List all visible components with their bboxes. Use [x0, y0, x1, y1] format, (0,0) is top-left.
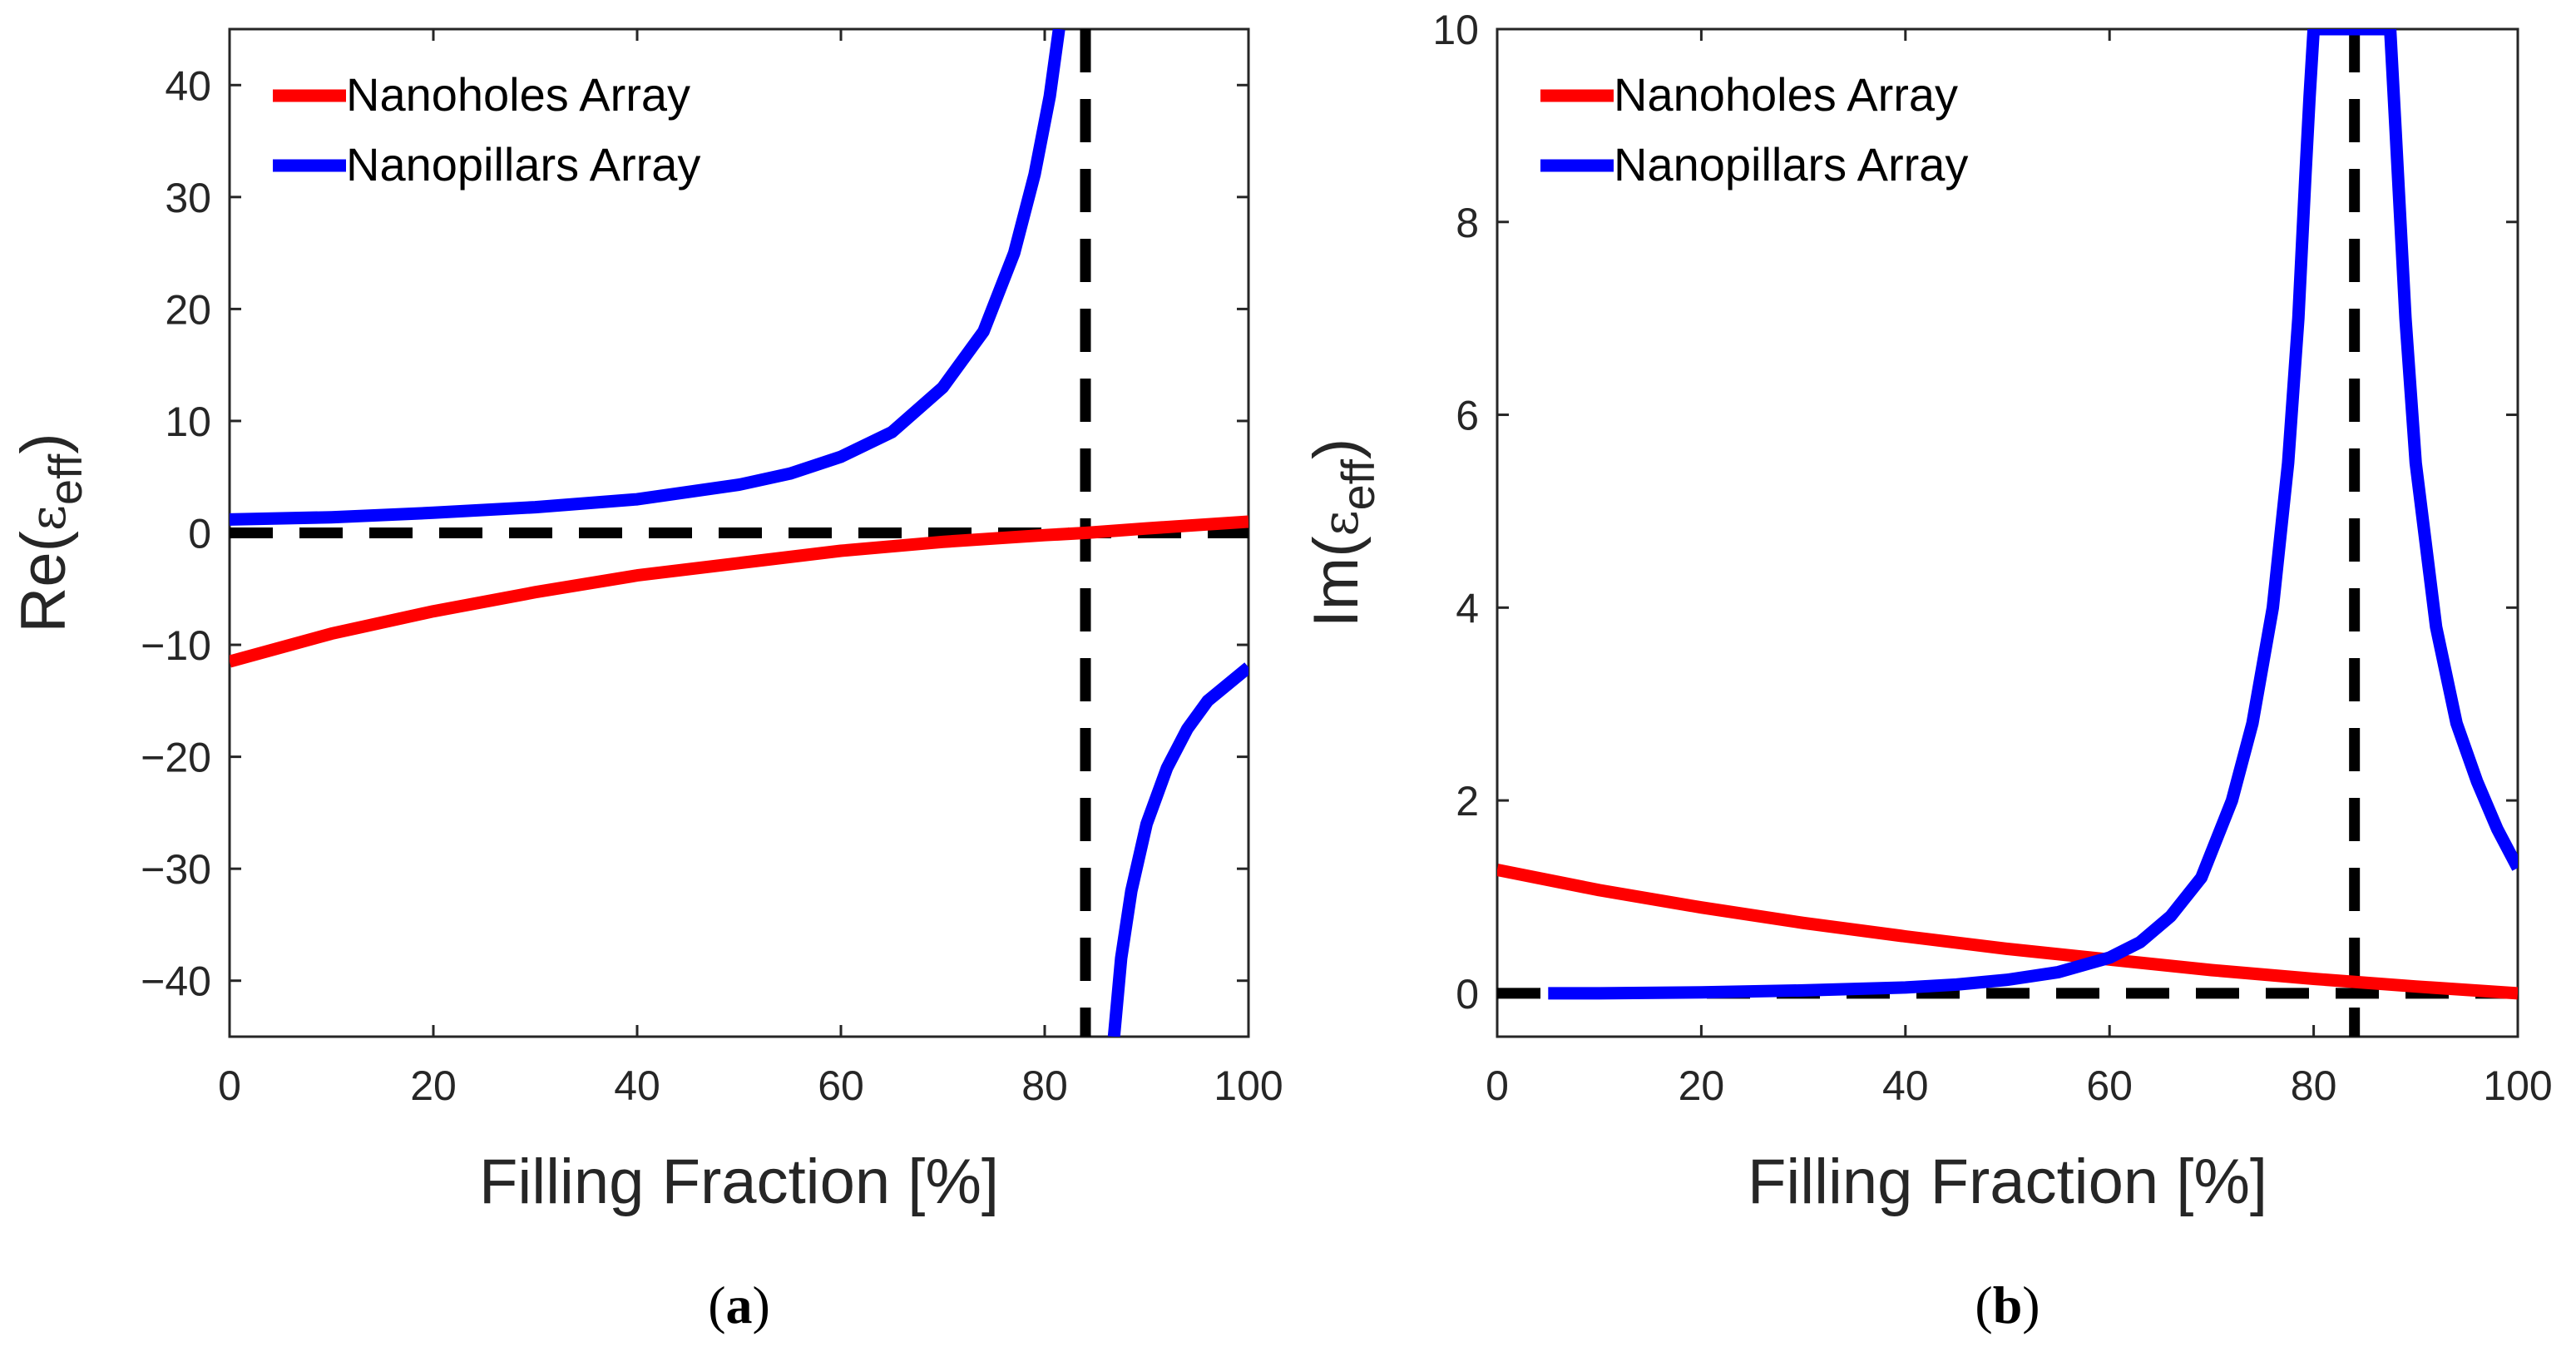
- series-line-nanopillars-array-1: [1548, 29, 2518, 1000]
- legend-entry: Nanopillars Array: [1614, 138, 1968, 191]
- x-tick-label: 0: [218, 1062, 241, 1109]
- x-tick-label: 20: [1679, 1062, 1725, 1109]
- y-label-symbol: ε: [19, 505, 77, 531]
- y-label-symbol: ε: [1312, 510, 1370, 536]
- x-tick-label: 40: [614, 1062, 660, 1109]
- y-label-subscript: eff: [1332, 459, 1384, 511]
- y-tick-label: 10: [165, 399, 211, 445]
- y-label-subscript: eff: [39, 453, 91, 505]
- y-tick-label: −40: [141, 958, 211, 1005]
- chart-panel-b: 0 20 40 60 80 100 0 2 4 6 8 10 Filling Fraction [%] I…: [1301, 7, 2553, 1335]
- x-tick-label: 20: [410, 1062, 457, 1109]
- y-tick-label: 20: [165, 286, 211, 333]
- x-tick-label: 100: [2483, 1062, 2552, 1109]
- y-label-suffix: ): [1301, 438, 1372, 459]
- series-line-nanopillars-array-1: [230, 29, 1066, 526]
- series-line-nanoholes-array-0: [230, 515, 1248, 668]
- y-tick-label: 40: [165, 62, 211, 109]
- y-tick-label: −10: [141, 622, 211, 669]
- y-tick-label: −30: [141, 846, 211, 893]
- x-tick-label: 60: [818, 1062, 864, 1109]
- x-axis-label: Filling Fraction [%]: [1748, 1146, 2267, 1217]
- y-axis-label: Re(εeff): [8, 433, 91, 632]
- y-tick-label: 2: [1456, 778, 1479, 825]
- y-axis-label: Im(εeff): [1301, 438, 1384, 627]
- plot-area: [230, 29, 1248, 1037]
- panel-label-b: (b): [1975, 1275, 2040, 1335]
- x-tick-label: 0: [1486, 1062, 1509, 1109]
- x-tick-label: 60: [2086, 1062, 2133, 1109]
- x-axis-label: Filling Fraction [%]: [479, 1146, 999, 1217]
- y-label-suffix: ): [8, 433, 79, 453]
- plot-frame: [1496, 27, 2519, 1038]
- x-tick-label: 40: [1882, 1062, 1929, 1109]
- legend-entry: Nanoholes Array: [1614, 68, 1958, 121]
- series-line-nanoholes-array-0: [1497, 864, 2518, 1000]
- plot-area: [1497, 29, 2518, 1037]
- y-label-prefix: Im(: [1301, 536, 1372, 627]
- y-tick-label: 30: [165, 175, 211, 221]
- y-tick-label: 0: [188, 511, 211, 557]
- y-label-prefix: Re(: [8, 531, 79, 632]
- y-tick-label: 4: [1456, 585, 1479, 631]
- legend-entry: Nanoholes Array: [346, 68, 690, 121]
- x-tick-label: 100: [1214, 1062, 1283, 1109]
- x-tick-label: 80: [1021, 1062, 1068, 1109]
- legend-entry: Nanopillars Array: [346, 138, 700, 191]
- y-tick-label: 8: [1456, 200, 1479, 246]
- y-tick-label: 6: [1456, 393, 1479, 439]
- x-tick-label: 80: [2291, 1062, 2337, 1109]
- y-tick-label: 10: [1432, 7, 1479, 53]
- panel-label-a: (a): [708, 1275, 770, 1335]
- y-tick-label: 0: [1456, 971, 1479, 1018]
- y-tick-label: −20: [141, 735, 211, 781]
- series-line-nanopillars-array-2: [1107, 662, 1248, 1037]
- chart-panel-a: 0 20 40 60 80 100 −40 −30 −20 −10 0 10 20 30 40 Filling…: [8, 27, 1283, 1335]
